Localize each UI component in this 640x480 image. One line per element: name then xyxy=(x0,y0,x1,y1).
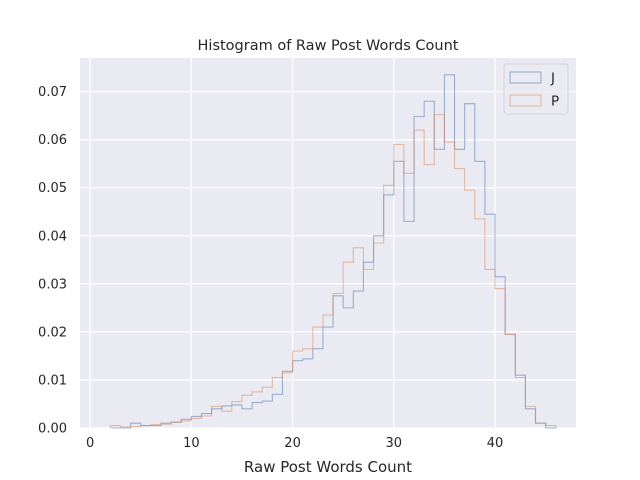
y-tick-label: 0.07 xyxy=(38,85,67,100)
x-tick-label: 20 xyxy=(284,436,301,451)
legend-label-p: P xyxy=(551,94,559,110)
y-tick-label: 0.01 xyxy=(38,373,67,388)
plot-background xyxy=(80,58,576,428)
y-tick-label: 0.02 xyxy=(38,325,67,340)
histogram-series-p xyxy=(109,114,557,428)
legend: JP xyxy=(503,63,569,115)
y-tick-label: 0.03 xyxy=(38,277,67,292)
x-tick-label: 0 xyxy=(86,436,94,451)
y-tick-label: 0.00 xyxy=(38,422,67,437)
legend-frame xyxy=(503,63,569,115)
histogram-series-j xyxy=(110,74,556,429)
x-tick-label: 10 xyxy=(183,436,200,451)
tick-labels: 0 10 20 30 40 0.00 0.01 0.02 0.03 0.04 0.05 0.06 0.0… xyxy=(38,85,503,451)
y-tick-label: 0.06 xyxy=(38,133,67,148)
y-tick-label: 0.04 xyxy=(38,229,67,244)
histogram-series xyxy=(109,74,557,429)
legend-swatch-j xyxy=(509,71,542,84)
x-tick-label: 40 xyxy=(487,436,504,451)
chart-title: Histogram of Raw Post Words Count xyxy=(198,38,459,54)
x-axis-label: Raw Post Words Count xyxy=(244,458,412,476)
y-tick-label: 0.05 xyxy=(38,181,67,196)
x-tick-label: 30 xyxy=(386,436,403,451)
legend-swatch-p xyxy=(509,94,542,107)
legend-label-j: J xyxy=(550,71,555,87)
